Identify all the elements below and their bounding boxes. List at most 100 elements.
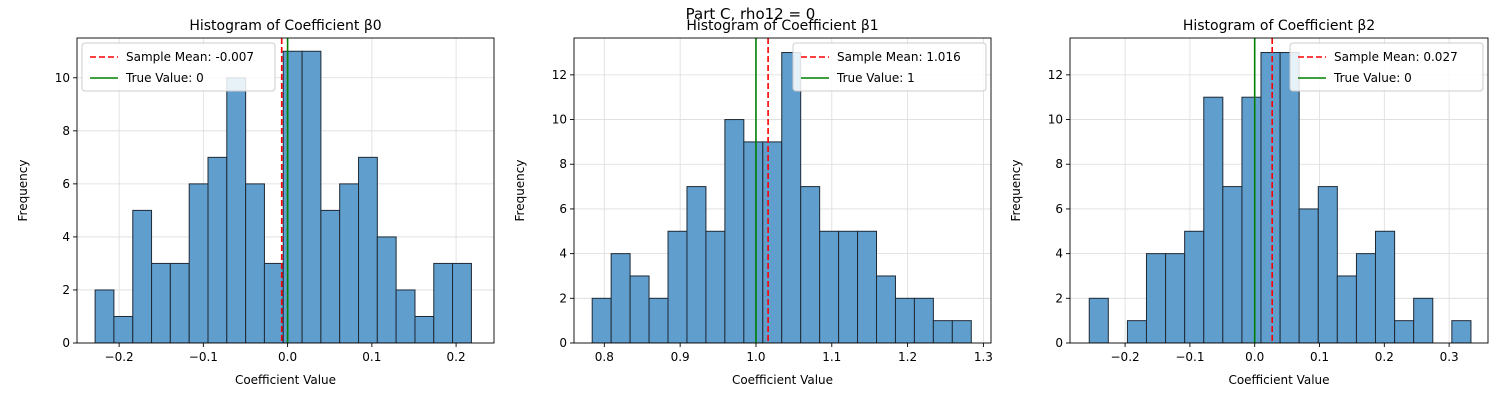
axes-frame (573, 37, 992, 344)
x-tick-label: 1.1 (822, 350, 841, 364)
histogram-bar (1394, 320, 1415, 343)
histogram-bar (1260, 52, 1281, 343)
y-tick-label: 10 (55, 71, 70, 85)
x-tick-label: 0.3 (1440, 350, 1459, 364)
histogram-bar (151, 262, 171, 343)
y-tick-label: 10 (552, 113, 567, 127)
histogram-bar (1088, 297, 1109, 343)
histogram-bar (1451, 320, 1472, 343)
histogram-bar (452, 262, 472, 343)
histogram-bar (1355, 253, 1376, 343)
figure-title: Part C, rho12 = 0 (685, 5, 816, 23)
x-tick-label: 0.0 (1245, 350, 1264, 364)
x-tick-label: −0.1 (1175, 350, 1204, 364)
histogram-bar (705, 230, 726, 343)
y-tick-label: 0 (559, 336, 567, 350)
histogram-bar (188, 183, 209, 343)
histogram-bar (894, 297, 915, 343)
axes-frame (76, 37, 495, 344)
histogram-bar (667, 230, 688, 343)
histogram-bar (876, 275, 896, 343)
histogram-bar (743, 141, 764, 343)
histogram-bar (1184, 230, 1205, 343)
y-tick-label: 0 (1055, 336, 1063, 350)
histogram-bar (245, 183, 265, 343)
y-tick-label: 4 (62, 230, 70, 244)
histogram-bar (1241, 96, 1262, 343)
axes-frame (1069, 37, 1489, 344)
histogram-bar (414, 315, 435, 343)
histogram-bar (132, 209, 153, 343)
histogram-bar (94, 289, 115, 343)
x-tick-label: 0.1 (1310, 350, 1329, 364)
histogram-bar (301, 50, 322, 343)
x-tick-label: 1.2 (898, 350, 917, 364)
chart-panel-2: −0.2 −0.1 0.0 0.1 0.2 0.3 0 2 4 6 8 10 12 Histogram o… (1009, 18, 1489, 387)
y-tick-label: 0 (62, 336, 70, 350)
y-tick-label: 12 (1048, 68, 1063, 82)
histogram-bar (282, 50, 303, 343)
y-tick-label: 2 (1055, 291, 1063, 305)
chart-title: Histogram of Coefficient β0 (189, 18, 381, 34)
y-tick-label: 4 (1055, 247, 1063, 261)
histogram-bar (686, 186, 707, 343)
legend-mean-label: Sample Mean: 0.027 (1334, 50, 1458, 64)
y-tick-label: 8 (62, 124, 70, 138)
x-axis-label: Coefficient Value (1228, 373, 1329, 387)
legend-true-label: True Value: 1 (836, 71, 915, 85)
y-tick-label: 6 (559, 202, 567, 216)
legend: Sample Mean: 1.016 True Value: 1 (792, 42, 987, 92)
histogram-bar (339, 183, 360, 343)
histogram-bar (1374, 230, 1396, 343)
y-tick-label: 10 (1048, 113, 1063, 127)
histogram-bar (591, 297, 612, 343)
y-tick-label: 8 (1055, 157, 1063, 171)
chart-title: Histogram of Coefficient β1 (686, 18, 878, 34)
legend-frame (1289, 42, 1484, 92)
histogram-bar (762, 141, 783, 343)
legend-true-label: True Value: 0 (125, 71, 204, 85)
x-tick-label: 0.1 (362, 350, 381, 364)
histogram-bar (648, 297, 669, 343)
histogram-bar (1222, 186, 1243, 343)
x-tick-label: 0.2 (447, 350, 466, 364)
histogram-bar (951, 320, 972, 343)
y-tick-label: 4 (559, 247, 567, 261)
legend: Sample Mean: 0.027 True Value: 0 (1289, 42, 1484, 92)
histogram-bar (610, 253, 631, 343)
histogram-bar (1145, 253, 1167, 343)
histogram-bar (395, 289, 416, 343)
histogram-bar (1126, 320, 1147, 343)
y-axis-label: Frequency (16, 160, 30, 222)
histogram-bar (1336, 275, 1357, 343)
histogram-bar (1298, 208, 1319, 343)
legend-mean-label: Sample Mean: -0.007 (126, 50, 254, 64)
histogram-bar (1203, 96, 1224, 343)
y-tick-label: 12 (552, 68, 567, 82)
histogram-bar (913, 297, 934, 343)
x-tick-label: 1.3 (974, 350, 993, 364)
legend-frame (81, 42, 276, 92)
x-tick-label: 0.0 (278, 350, 297, 364)
x-tick-label: 1.0 (746, 350, 765, 364)
x-tick-label: −0.1 (189, 350, 218, 364)
y-tick-label: 8 (559, 157, 567, 171)
x-axis-label: Coefficient Value (235, 373, 336, 387)
histogram-bar (629, 275, 650, 343)
legend-frame (792, 42, 987, 92)
histogram-bar (932, 320, 953, 343)
x-tick-label: −0.2 (105, 350, 134, 364)
x-tick-label: 0.8 (595, 350, 614, 364)
histogram-bar (1317, 186, 1338, 343)
histogram-bar (376, 236, 397, 343)
y-axis-label: Frequency (513, 160, 527, 222)
histogram-bar (320, 209, 341, 343)
y-tick-label: 2 (559, 291, 567, 305)
x-axis-label: Coefficient Value (732, 373, 833, 387)
y-axis-label: Frequency (1009, 160, 1023, 222)
legend-true-label: True Value: 0 (1333, 71, 1412, 85)
x-tick-label: 0.2 (1375, 350, 1394, 364)
histogram-bar (819, 230, 840, 343)
histogram-bar (800, 186, 821, 343)
